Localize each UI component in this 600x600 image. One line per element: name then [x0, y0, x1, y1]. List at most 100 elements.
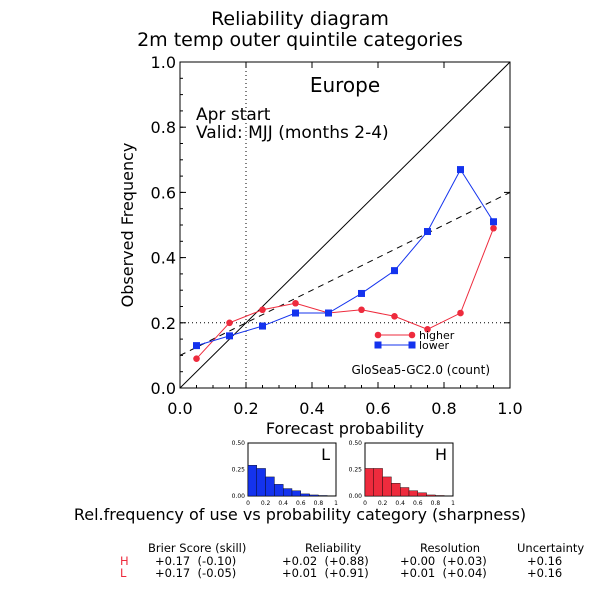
series-line-lower: [196, 168, 494, 347]
point-lower: [424, 228, 431, 236]
stats-header-uncertainty: Uncertainty: [517, 541, 585, 555]
hist-y-tick-L: 0.00: [232, 493, 246, 500]
hist-bar-L: [300, 493, 310, 497]
stats-h-uncertainty: +0.16: [527, 554, 563, 568]
hist-y-tick-H: 0.00: [349, 493, 363, 500]
point-lower: [259, 322, 266, 330]
point-higher: [193, 355, 200, 362]
point-lower: [292, 309, 299, 317]
hist-bar-H: [364, 468, 375, 497]
x-tick-label: 1.0: [497, 399, 522, 418]
hist-x-tick-L: 0: [246, 500, 250, 507]
hist-bar-L: [274, 484, 284, 497]
point-lower: [358, 289, 365, 297]
point-lower: [490, 218, 497, 226]
legend-label-lower: lower: [419, 339, 450, 352]
hist-bar-L: [265, 476, 275, 497]
region-label: Europe: [310, 73, 380, 97]
hist-x-tick-L: 0.6: [296, 500, 306, 507]
stats-l-resolution: +0.01 (+0.04): [400, 566, 487, 580]
hist-x-tick-L: 0.8: [314, 500, 324, 507]
hist-x-tick-H: 0.2: [378, 500, 388, 507]
hist-x-tick-H: 0: [363, 500, 367, 507]
x-tick-label: 0.2: [233, 399, 258, 418]
stats-h-resolution: +0.00 (+0.03): [400, 554, 487, 568]
hist-bar-H: [417, 492, 427, 497]
point-higher: [292, 299, 299, 307]
legend-marker-higher: [408, 331, 416, 339]
hist-bar-H: [400, 487, 410, 497]
stats-l-uncertainty: +0.16: [527, 566, 563, 580]
stats-row-label-l: L: [120, 566, 127, 580]
stats-header-resolution: Resolution: [420, 541, 481, 555]
point-lower: [325, 309, 332, 317]
point-lower: [193, 342, 200, 350]
x-tick-label: 0.0: [167, 399, 192, 418]
hist-bar-L: [291, 490, 302, 497]
point-higher: [391, 312, 398, 320]
stats-header-reliability: Reliability: [305, 541, 362, 555]
model-label: GloSea5-GC2.0 (count): [351, 363, 490, 377]
point-higher: [424, 326, 431, 333]
x-tick-label: 0.6: [365, 399, 390, 418]
series-line-higher: [196, 228, 494, 359]
hist-x-tick-H: 1: [451, 500, 455, 507]
start-annotation: Apr start: [196, 105, 271, 125]
hist-x-tick-L: 0.4: [278, 500, 288, 507]
hist-bar-L: [256, 468, 266, 497]
point-higher: [358, 306, 365, 314]
point-lower: [391, 267, 398, 275]
y-tick-label: 1.0: [151, 53, 176, 72]
hist-y-tick-H: 0.25: [349, 467, 363, 474]
point-lower: [226, 332, 233, 340]
stats-h-reliability: +0.02 (+0.88): [282, 554, 369, 568]
hist-bar-L: [247, 465, 258, 497]
y-axis-label: Observed Frequency: [118, 143, 137, 308]
legend-label-higher: higher: [419, 329, 455, 342]
chart-title: Reliability diagram: [211, 8, 389, 30]
hist-bar-L: [283, 488, 293, 497]
point-higher: [259, 306, 266, 314]
stats-row-label-h: H: [120, 554, 129, 568]
hist-x-tick-L: 0.2: [261, 500, 271, 507]
hist-y-tick-L: 0.50: [232, 440, 246, 447]
hist-bar-H: [408, 490, 419, 497]
hist-label-L: L: [321, 445, 330, 464]
hist-y-tick-H: 0.50: [349, 440, 363, 447]
stats-header-brier: Brier Score (skill): [148, 541, 247, 555]
hist-bar-L: [318, 495, 328, 497]
x-axis-label: Forecast probability: [266, 419, 424, 438]
valid-annotation: Valid: MJJ (months 2-4): [196, 123, 389, 143]
y-tick-label: 0.8: [151, 118, 176, 137]
legend-marker-higher: [374, 331, 382, 339]
hist-x-tick-H: 0.8: [431, 500, 441, 507]
point-higher: [457, 309, 464, 317]
no-skill-line: [179, 191, 511, 356]
hist-bar-H: [391, 483, 401, 497]
x-tick-label: 0.8: [431, 399, 456, 418]
stats-l-brier: +0.17 (-0.05): [155, 566, 237, 580]
y-tick-label: 0.2: [151, 314, 176, 333]
hist-bar-H: [373, 468, 383, 497]
stats-h-brier: +0.17 (-0.10): [155, 554, 237, 568]
stats-l-reliability: +0.01 (+0.91): [282, 566, 369, 580]
hist-y-tick-L: 0.25: [232, 467, 246, 474]
hist-bar-L: [309, 494, 319, 497]
x-tick-label: 0.4: [299, 399, 324, 418]
perfect-reliability-line: [179, 61, 511, 389]
hist-bar-H: [382, 476, 392, 497]
point-higher: [226, 319, 233, 327]
hist-x-tick-H: 0.6: [413, 500, 423, 507]
hist-label-H: H: [435, 445, 447, 464]
hist-bar-H: [426, 494, 436, 497]
hist-x-tick-L: 1: [334, 500, 338, 507]
point-higher: [490, 224, 497, 232]
legend-marker-lower: [374, 341, 382, 349]
hist-x-tick-H: 0.4: [395, 500, 405, 507]
y-tick-label: 0.6: [151, 183, 176, 202]
y-tick-label: 0.0: [151, 379, 176, 398]
hist-bar-H: [435, 495, 445, 497]
sharpness-caption: Rel.frequency of use vs probability cate…: [73, 505, 527, 524]
y-tick-label: 0.4: [151, 249, 176, 268]
